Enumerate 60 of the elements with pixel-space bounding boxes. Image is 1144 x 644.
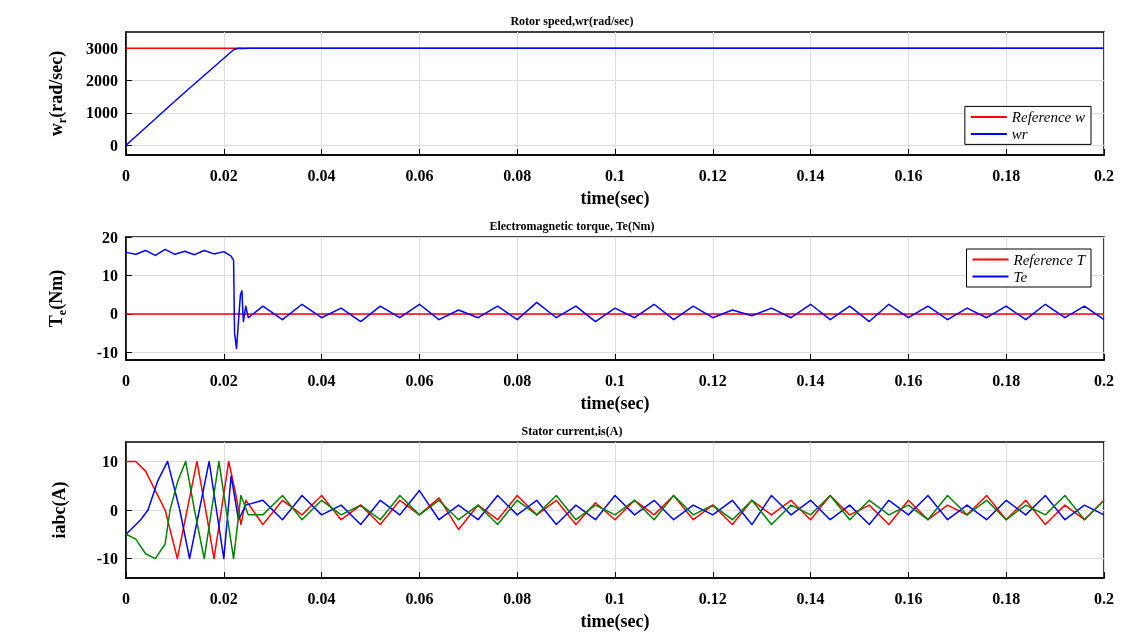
x-tick-label: 0.08 [503,589,532,607]
y-tick-label: 0 [110,305,118,323]
y-axis-title: wr(rad/sec) [46,50,69,137]
y-tick-label: 0 [110,501,118,519]
chart-title: Stator current,is(A) [521,424,623,438]
legend-label: Reference w [1010,108,1085,125]
x-tick-label: 0 [122,166,130,184]
y-tick-label: 3000 [86,39,118,57]
x-tick-label: 0.12 [698,371,727,389]
x-tick-label: 0.1 [605,166,625,184]
y-tick-label: 2000 [86,72,118,90]
x-tick-label: 0.04 [307,371,336,389]
x-tick-label: 0.18 [992,589,1021,607]
x-tick-label: 0.1 [605,371,625,389]
y-tick-label: 1000 [86,104,118,122]
x-tick-label: 0.16 [894,166,923,184]
line-series [125,460,1105,560]
chart-title: Electromagnetic torque, Te(Nm) [489,219,655,233]
x-tick-label: 0.18 [992,166,1021,184]
x-tick-label: 0.1 [605,589,625,607]
y-axis-title: Te(Nm) [46,269,69,328]
line-series [125,47,1105,147]
x-tick-label: 0.14 [796,371,825,389]
x-tick-label: 0.04 [307,589,336,607]
x-tick-label: 0.04 [307,166,336,184]
legend-label: Reference T [1012,251,1087,268]
x-tick-label: 0.06 [405,589,434,607]
x-tick-label: 0.2 [1094,589,1114,607]
x-tick-label: 0.12 [698,166,727,184]
x-tick-label: 0.14 [796,166,825,184]
y-tick-label: 10 [102,452,118,470]
y-axis-title: iabc(A) [49,481,70,539]
x-tick-label: 0.08 [503,371,532,389]
x-tick-label: 0.18 [992,371,1021,389]
x-axis-title: time(sec) [580,611,650,632]
legend-label: Te [1013,268,1028,285]
x-tick-label: 0.16 [894,371,923,389]
x-tick-label: 0.02 [209,166,238,184]
x-tick-label: 0 [122,589,130,607]
y-tick-label: 0 [110,136,118,154]
x-tick-label: 0.06 [405,371,434,389]
y-tick-label: -10 [96,343,118,361]
x-axis-title: time(sec) [580,188,650,209]
x-tick-label: 0.2 [1094,166,1114,184]
x-tick-label: 0.02 [209,589,238,607]
x-tick-label: 0 [122,371,130,389]
y-tick-label: -10 [96,550,118,568]
x-tick-label: 0.06 [405,166,434,184]
x-axis-title: time(sec) [580,393,650,414]
y-tick-label: 20 [102,228,118,246]
x-tick-label: 0.2 [1094,371,1114,389]
legend-label: wr [1011,125,1028,142]
x-tick-label: 0.12 [698,589,727,607]
x-tick-label: 0.02 [209,371,238,389]
y-tick-label: 10 [102,266,118,284]
x-tick-label: 0.16 [894,589,923,607]
chart-title: Rotor speed,wr(rad/sec) [510,14,634,28]
x-tick-label: 0.08 [503,166,532,184]
line-series [125,248,1105,350]
x-tick-label: 0.14 [796,589,825,607]
